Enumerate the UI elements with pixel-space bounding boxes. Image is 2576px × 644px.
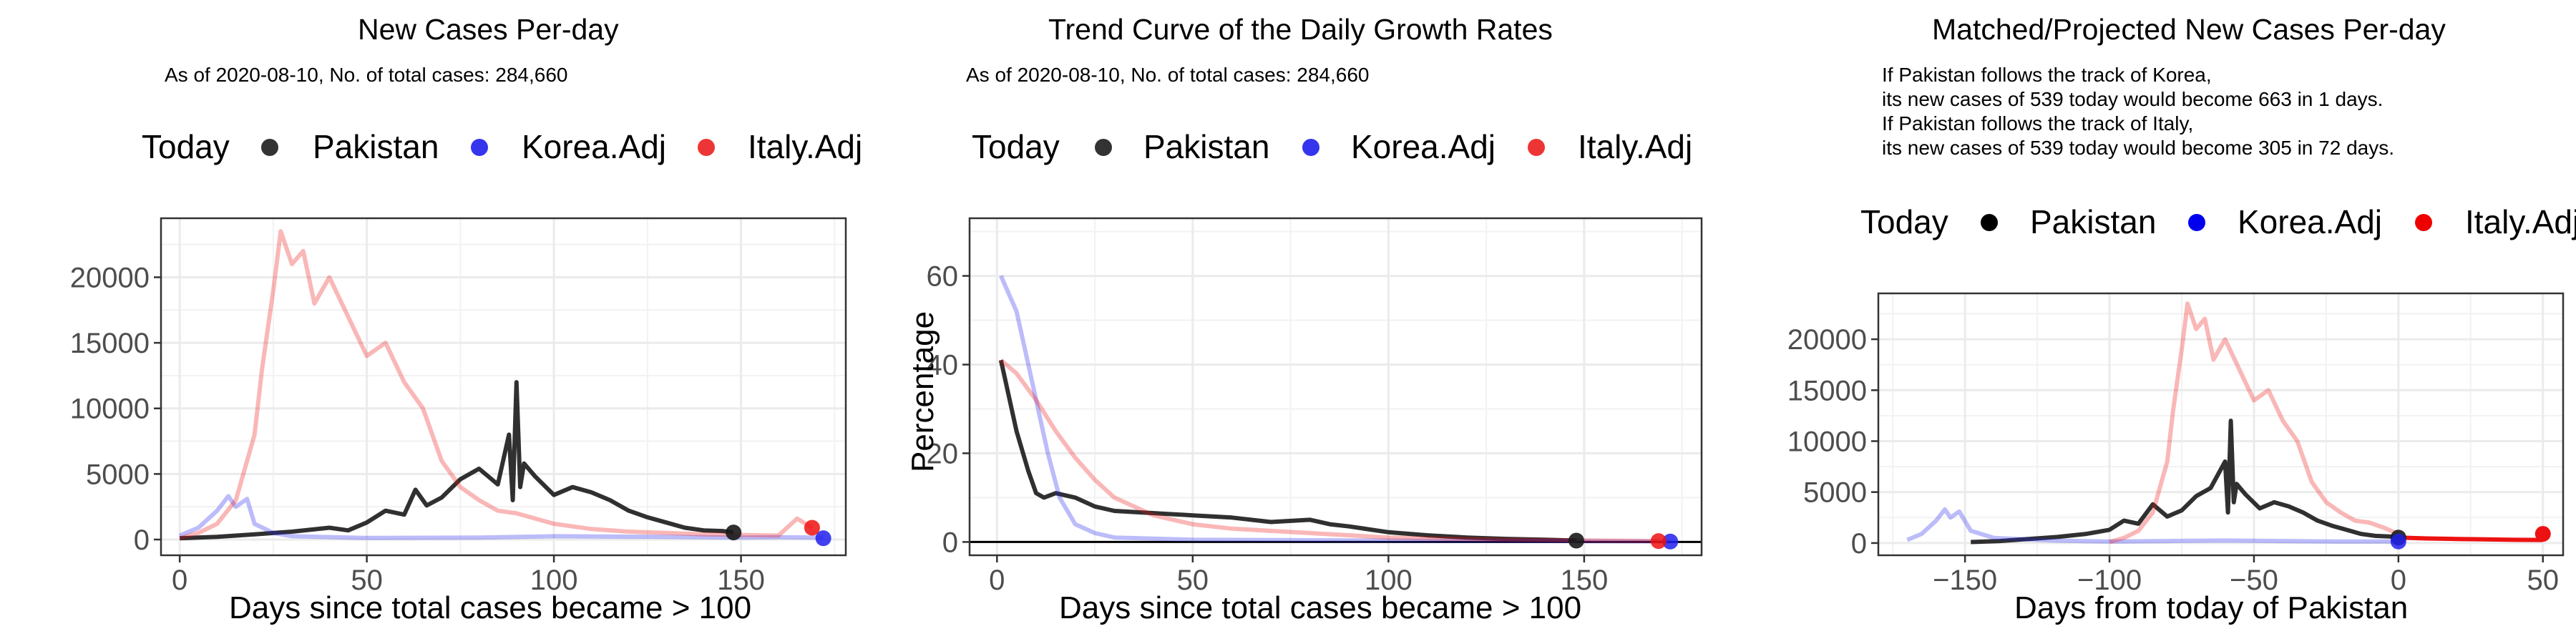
series-line-pakistan	[998, 359, 1576, 543]
today-point-italy-adj	[1650, 533, 1667, 550]
x-tick-label: 0	[2391, 565, 2406, 596]
chart-subtitle: As of 2020-08-10, No. of total cases: 28…	[966, 64, 1370, 86]
legend-label-italy: Italy.Adj	[748, 128, 863, 165]
series-line-korea-adj	[1906, 507, 2399, 544]
legend-label-korea: Korea.Adj	[1351, 128, 1496, 165]
series-line-italy-adj	[999, 358, 1659, 544]
series-line-korea-adj	[999, 275, 1671, 544]
annotation-line-2: its new cases of 539 today would become …	[1882, 88, 2384, 110]
series-line-italy-adj-projected	[2398, 535, 2543, 542]
legend-dot-italy	[1528, 139, 1545, 156]
y-tick-label: 10000	[1787, 426, 1867, 457]
legend-dot-italy	[2415, 214, 2432, 231]
today-point-korea-adj	[2390, 533, 2406, 550]
x-tick-label: 150	[717, 565, 765, 596]
x-tick-label: 50	[351, 565, 383, 596]
y-tick-label: 15000	[70, 328, 150, 359]
series-line-pakistan	[1971, 419, 2399, 545]
legend-title: Today	[1860, 203, 1948, 240]
legend: Today Pakistan Korea.Adj Italy.Adj	[859, 127, 1717, 170]
legend: Today Pakistan Korea.Adj Italy.Adj	[1717, 203, 2576, 245]
x-axis-title: Days since total cases became > 100	[1059, 590, 1582, 625]
y-tick-label: 10000	[70, 394, 150, 425]
series-line-italy-adj	[2109, 301, 2399, 545]
legend-dot-pakistan	[1095, 139, 1112, 156]
legend-dot-pakistan	[1981, 214, 1998, 231]
x-tick-label: −100	[2077, 565, 2142, 596]
chart-title: Trend Curve of the Daily Growth Rates	[1048, 13, 1553, 46]
legend-dot-korea	[471, 139, 488, 156]
y-axis-title: Percentage	[905, 311, 940, 472]
today-point-korea-adj	[815, 530, 831, 547]
y-tick-label: 0	[1851, 528, 1867, 560]
series-line-korea-adj	[178, 494, 824, 540]
legend-label-italy: Italy.Adj	[2465, 203, 2576, 240]
chart-panel-growth-rates: Trend Curve of the Daily Growth Rates As…	[859, 0, 1717, 644]
annotation-line-4: its new cases of 539 today would become …	[1882, 137, 2394, 159]
legend-label-pakistan: Pakistan	[313, 128, 439, 165]
x-tick-label: 100	[1365, 565, 1413, 596]
legend-dot-pakistan	[261, 139, 278, 156]
legend-label-italy: Italy.Adj	[1578, 128, 1693, 165]
x-tick-label: 0	[172, 565, 187, 596]
chart-panel-new-cases: New Cases Per-day As of 2020-08-10, No. …	[0, 0, 863, 644]
plot-area: 0 50 100 150 0 5000 10000 15000 20000	[70, 217, 847, 596]
x-tick-label: −150	[1933, 565, 1997, 596]
legend: Today Pakistan Korea.Adj Italy.Adj	[0, 127, 863, 170]
chart-subtitle: As of 2020-08-10, No. of total cases: 28…	[165, 64, 568, 86]
annotation-line-1: If Pakistan follows the track of Korea,	[1882, 64, 2212, 86]
plot-area: 0 50 100 150 0 20 40 60	[927, 217, 1703, 596]
legend-dot-korea	[1302, 139, 1319, 156]
today-point-pakistan	[1568, 532, 1584, 549]
chart-panel-projected: Matched/Projected New Cases Per-day If P…	[1717, 0, 2576, 644]
panel-border	[1877, 292, 2565, 557]
plot-area: −150 −100 −50 0 50 0 5000 10000 15000 20000	[1787, 292, 2565, 596]
today-point-italy-adj-projected	[2534, 526, 2551, 542]
x-tick-label: 0	[989, 565, 1005, 596]
legend-dot-italy	[698, 139, 715, 156]
x-axis-title: Days from today of Pakistan	[2014, 590, 2409, 625]
annotation-line-3: If Pakistan follows the track of Italy,	[1882, 112, 2194, 135]
today-point-pakistan	[726, 525, 742, 541]
x-tick-label: 50	[2527, 565, 2559, 596]
legend-title: Today	[142, 128, 230, 165]
x-tick-label: 100	[530, 565, 578, 596]
y-tick-label: 20000	[70, 262, 150, 293]
x-tick-label: 150	[1561, 565, 1609, 596]
today-point-italy-adj	[804, 519, 820, 536]
y-tick-label: 20	[927, 438, 959, 469]
chart-title: Matched/Projected New Cases Per-day	[1932, 13, 2446, 46]
legend-label-pakistan: Pakistan	[2030, 203, 2157, 240]
y-tick-label: 0	[942, 527, 958, 558]
x-tick-label: −50	[2230, 565, 2278, 596]
today-point-korea-adj	[1662, 533, 1679, 550]
legend-label-korea: Korea.Adj	[522, 128, 667, 165]
legend-title: Today	[972, 128, 1060, 165]
y-tick-label: 60	[927, 261, 959, 293]
legend-dot-korea	[2188, 214, 2205, 231]
series-line-pakistan	[179, 380, 734, 541]
y-tick-label: 40	[927, 350, 959, 381]
series-line-italy-adj	[179, 229, 814, 541]
y-tick-label: 0	[134, 525, 150, 556]
panel-border	[160, 217, 847, 557]
x-tick-label: 50	[1177, 565, 1209, 596]
y-tick-label: 5000	[1803, 477, 1867, 509]
panel-border	[968, 217, 1703, 557]
y-tick-label: 20000	[1787, 324, 1867, 356]
x-axis-title: Days since total cases became > 100	[229, 590, 752, 625]
y-tick-label: 5000	[86, 459, 150, 490]
legend-label-pakistan: Pakistan	[1143, 128, 1270, 165]
chart-title: New Cases Per-day	[358, 13, 619, 46]
y-tick-label: 15000	[1787, 375, 1867, 406]
legend-label-korea: Korea.Adj	[2238, 203, 2383, 240]
